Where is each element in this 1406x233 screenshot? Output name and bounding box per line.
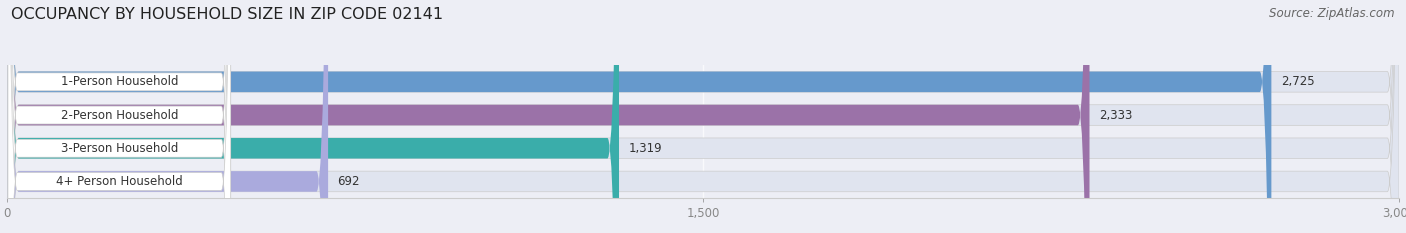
FancyBboxPatch shape (7, 0, 1399, 233)
FancyBboxPatch shape (8, 0, 231, 233)
FancyBboxPatch shape (8, 0, 231, 233)
FancyBboxPatch shape (7, 0, 328, 233)
Text: 3-Person Household: 3-Person Household (60, 142, 179, 155)
Text: 2,333: 2,333 (1098, 109, 1132, 122)
FancyBboxPatch shape (7, 0, 1399, 233)
Text: OCCUPANCY BY HOUSEHOLD SIZE IN ZIP CODE 02141: OCCUPANCY BY HOUSEHOLD SIZE IN ZIP CODE … (11, 7, 443, 22)
FancyBboxPatch shape (7, 0, 619, 233)
FancyBboxPatch shape (7, 0, 1271, 233)
Text: 2-Person Household: 2-Person Household (60, 109, 179, 122)
FancyBboxPatch shape (8, 0, 231, 233)
Text: 4+ Person Household: 4+ Person Household (56, 175, 183, 188)
Text: 2,725: 2,725 (1281, 75, 1315, 88)
Text: 692: 692 (337, 175, 360, 188)
FancyBboxPatch shape (7, 0, 1090, 233)
FancyBboxPatch shape (8, 0, 231, 233)
FancyBboxPatch shape (7, 0, 1399, 233)
Text: 1,319: 1,319 (628, 142, 662, 155)
Text: Source: ZipAtlas.com: Source: ZipAtlas.com (1270, 7, 1395, 20)
FancyBboxPatch shape (7, 0, 1399, 233)
Text: 1-Person Household: 1-Person Household (60, 75, 179, 88)
